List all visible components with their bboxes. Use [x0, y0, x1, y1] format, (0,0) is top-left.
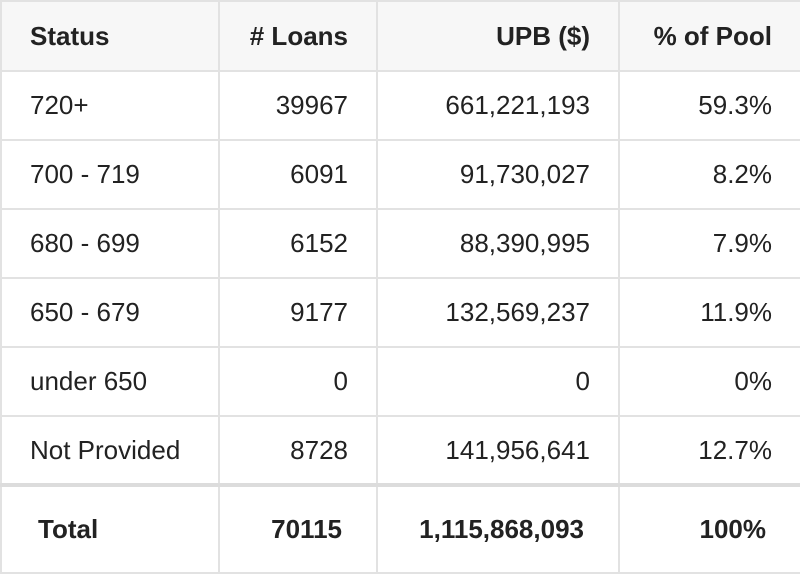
- cell: 9177: [218, 277, 378, 348]
- cell: 91,730,027: [376, 139, 620, 210]
- header-row: Status # Loans UPB ($)% of Pool: [0, 0, 800, 72]
- table-row: 650 - 679 9177 132,569,237 11.9%: [0, 277, 800, 348]
- cell: 0: [376, 346, 620, 417]
- cell: 88,390,995: [376, 208, 620, 279]
- column-header: UPB ($): [376, 0, 620, 72]
- status-cell: under 650: [0, 346, 220, 417]
- column-header: Status: [0, 0, 220, 72]
- cell: 6152: [218, 208, 378, 279]
- total-cell: 100%: [618, 483, 800, 574]
- cell: 141,956,641: [376, 415, 620, 486]
- cell: 0: [218, 346, 378, 417]
- total-row: Total 70115 1,115,868,093 100%: [0, 483, 800, 574]
- cell: 7.9%: [618, 208, 800, 279]
- status-cell: 720+: [0, 70, 220, 141]
- table-head: Status # Loans UPB ($)% of Pool: [0, 0, 800, 72]
- cell: 132,569,237: [376, 277, 620, 348]
- table-row: 720+ 39967 661,221,193 59.3%: [0, 70, 800, 141]
- column-header: # Loans: [218, 0, 378, 72]
- total-cell: 1,115,868,093: [376, 483, 620, 574]
- total-cell: Total: [0, 483, 220, 574]
- status-cell: 700 - 719: [0, 139, 220, 210]
- table-row: 700 - 719 6091 91,730,027 8.2%: [0, 139, 800, 210]
- table-body: 720+ 39967 661,221,193 59.3% 700 - 719 6091 91…: [0, 70, 800, 574]
- cell: 6091: [218, 139, 378, 210]
- cell: 59.3%: [618, 70, 800, 141]
- status-cell: 680 - 699: [0, 208, 220, 279]
- cell: 11.9%: [618, 277, 800, 348]
- table-row: Not Provided 8728 141,956,641 12.7%: [0, 415, 800, 486]
- status-cell: Not Provided: [0, 415, 220, 486]
- cell: 8.2%: [618, 139, 800, 210]
- status-cell: 650 - 679: [0, 277, 220, 348]
- table-row: 680 - 699 6152 88,390,995 7.9%: [0, 208, 800, 279]
- cell: 12.7%: [618, 415, 800, 486]
- total-cell: 70115: [218, 483, 378, 574]
- cell: 0%: [618, 346, 800, 417]
- cell: 661,221,193: [376, 70, 620, 141]
- cell: 39967: [218, 70, 378, 141]
- column-header: % of Pool: [618, 0, 800, 72]
- cell: 8728: [218, 415, 378, 486]
- table-row: under 650 0 0 0%: [0, 346, 800, 417]
